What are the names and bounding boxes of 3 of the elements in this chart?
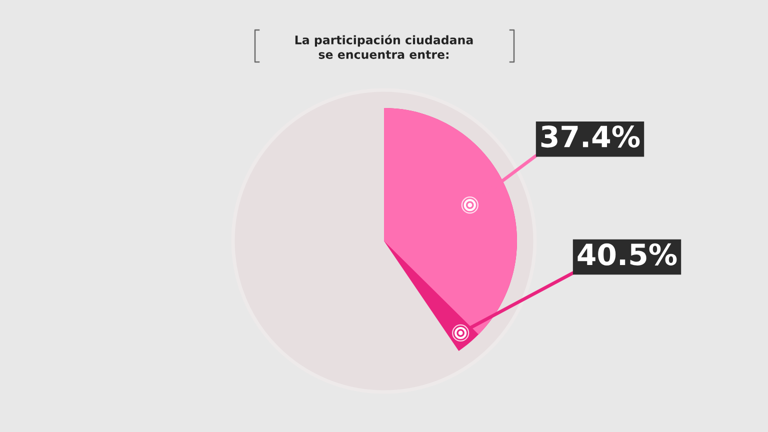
data-label: 37.4% — [541, 126, 640, 148]
data-label: 40.5% — [578, 243, 677, 266]
chart-title: La participación ciudadana se encuentra entre: — [295, 34, 473, 59]
